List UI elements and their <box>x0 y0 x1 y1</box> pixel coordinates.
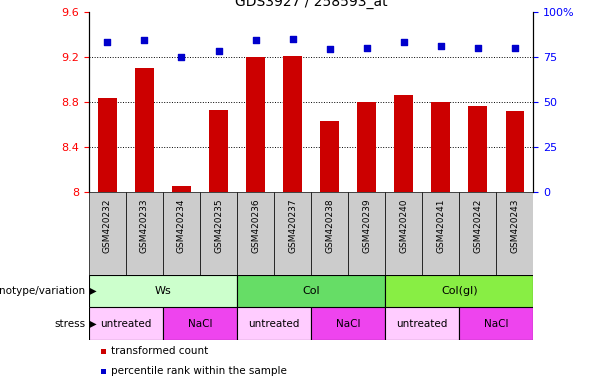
Bar <box>348 192 385 276</box>
Point <box>287 36 297 42</box>
Bar <box>163 307 237 340</box>
Bar <box>89 192 126 276</box>
Text: NaCl: NaCl <box>336 318 360 329</box>
Bar <box>172 186 191 192</box>
Text: Col: Col <box>302 286 320 296</box>
Bar <box>237 307 311 340</box>
Point <box>251 37 261 43</box>
Bar <box>163 192 200 276</box>
Point <box>510 45 520 51</box>
Bar <box>89 307 163 340</box>
Bar <box>321 121 339 192</box>
Text: genotype/variation: genotype/variation <box>0 286 86 296</box>
Bar <box>468 106 487 192</box>
Bar <box>98 98 116 192</box>
Text: NaCl: NaCl <box>188 318 212 329</box>
Text: GSM420240: GSM420240 <box>399 199 408 253</box>
Bar <box>394 95 413 192</box>
Text: Ws: Ws <box>154 286 171 296</box>
Text: GSM420241: GSM420241 <box>436 199 445 253</box>
Bar <box>385 307 459 340</box>
Bar <box>311 192 348 276</box>
Text: untreated: untreated <box>248 318 300 329</box>
Title: GDS3927 / 258593_at: GDS3927 / 258593_at <box>235 0 387 9</box>
Point <box>325 46 335 53</box>
Text: GSM420239: GSM420239 <box>362 199 371 253</box>
Bar <box>311 307 385 340</box>
Text: GSM420237: GSM420237 <box>288 199 297 253</box>
Text: GSM420238: GSM420238 <box>325 199 334 253</box>
Point <box>213 48 223 54</box>
Point <box>473 45 482 51</box>
Point <box>140 37 150 43</box>
Bar <box>274 192 311 276</box>
Text: GSM420236: GSM420236 <box>251 199 260 253</box>
Bar <box>283 56 302 192</box>
Text: GSM420234: GSM420234 <box>177 199 186 253</box>
Bar <box>422 192 459 276</box>
Bar <box>246 57 265 192</box>
Text: ▶: ▶ <box>86 318 96 329</box>
Text: ▶: ▶ <box>86 286 96 296</box>
Bar <box>385 275 533 307</box>
Text: GSM420235: GSM420235 <box>214 199 223 253</box>
Bar <box>126 192 163 276</box>
Text: GSM420232: GSM420232 <box>103 199 112 253</box>
Bar <box>237 192 274 276</box>
Text: percentile rank within the sample: percentile rank within the sample <box>111 366 287 376</box>
Bar <box>135 68 154 192</box>
Bar <box>357 102 376 192</box>
Point <box>436 43 446 49</box>
Text: GSM420233: GSM420233 <box>140 199 149 253</box>
Bar <box>209 110 228 192</box>
Bar <box>237 275 385 307</box>
Point <box>362 45 371 51</box>
Bar <box>200 192 237 276</box>
Point <box>102 39 112 45</box>
Text: stress: stress <box>55 318 86 329</box>
Bar <box>459 192 497 276</box>
Text: Col(gl): Col(gl) <box>441 286 478 296</box>
Text: GSM420242: GSM420242 <box>473 199 482 253</box>
Text: NaCl: NaCl <box>484 318 509 329</box>
Point <box>399 39 409 45</box>
Bar <box>89 275 237 307</box>
Bar <box>432 102 450 192</box>
Text: untreated: untreated <box>101 318 151 329</box>
Bar <box>459 307 533 340</box>
Text: transformed count: transformed count <box>111 346 208 356</box>
Point <box>177 53 186 60</box>
Bar <box>497 192 533 276</box>
Bar <box>385 192 422 276</box>
Text: untreated: untreated <box>397 318 448 329</box>
Bar <box>506 111 524 192</box>
Text: GSM420243: GSM420243 <box>510 199 519 253</box>
